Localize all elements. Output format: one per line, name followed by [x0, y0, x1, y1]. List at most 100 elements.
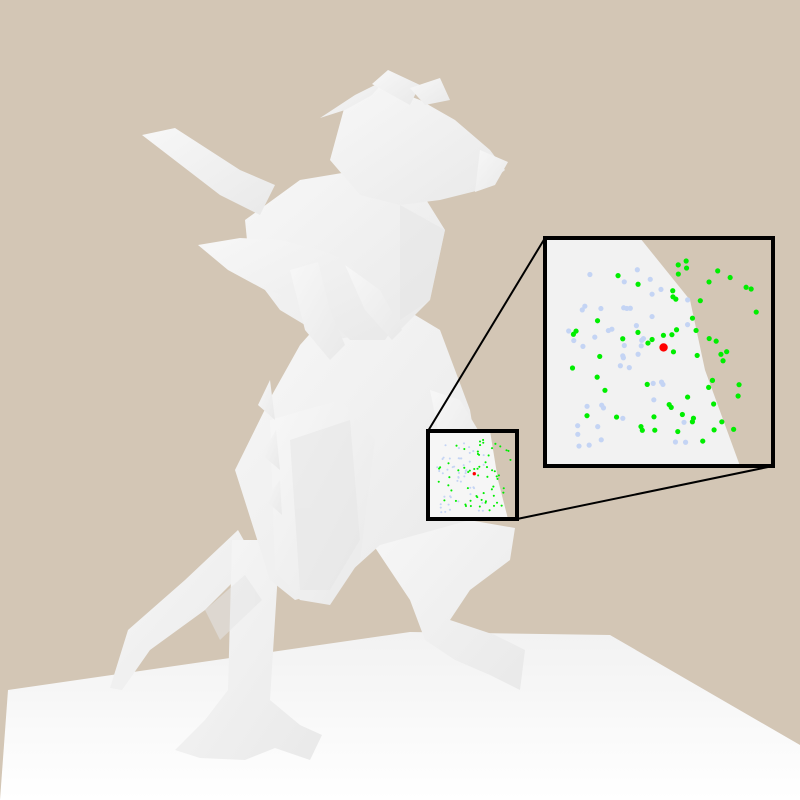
accepted-sample-point — [748, 286, 754, 292]
rejected-sample-point — [444, 510, 447, 513]
accepted-sample-point — [478, 505, 481, 508]
rejected-sample-point — [442, 456, 445, 459]
rejected-sample-point — [463, 442, 466, 445]
rejected-sample-point — [620, 415, 626, 421]
rejected-sample-point — [598, 305, 604, 312]
rejected-sample-point — [446, 468, 449, 471]
accepted-sample-point — [463, 466, 466, 469]
accepted-sample-point — [478, 440, 482, 443]
rejected-sample-point — [457, 471, 461, 474]
accepted-sample-point — [645, 340, 651, 346]
accepted-sample-point — [486, 475, 489, 478]
rejected-sample-point — [595, 424, 601, 430]
accepted-sample-point — [660, 332, 667, 338]
rejected-sample-point — [459, 480, 462, 483]
rejected-sample-point — [647, 276, 653, 282]
rejected-sample-point — [436, 466, 439, 469]
rejected-sample-point — [634, 267, 640, 273]
accepted-sample-point — [479, 444, 482, 447]
accepted-sample-point — [594, 318, 601, 324]
rejected-sample-point — [468, 460, 471, 463]
accepted-sample-point — [505, 449, 508, 452]
accepted-sample-point — [651, 414, 657, 420]
rejected-sample-point — [575, 423, 581, 429]
accepted-sample-point — [719, 419, 725, 425]
accepted-sample-point — [499, 445, 502, 448]
accepted-sample-point — [669, 332, 675, 338]
accepted-sample-point — [675, 271, 681, 277]
rejected-sample-point — [624, 305, 630, 312]
accepted-sample-point — [670, 288, 676, 294]
accepted-sample-point — [700, 438, 706, 444]
accepted-sample-point — [679, 411, 685, 418]
rejected-sample-point — [441, 472, 444, 475]
accepted-sample-point — [644, 381, 650, 387]
rejected-sample-point — [651, 397, 657, 403]
rejected-sample-point — [685, 297, 691, 303]
rejected-sample-point — [575, 431, 581, 437]
rejected-sample-point — [439, 506, 442, 509]
accepted-sample-point — [488, 509, 491, 512]
accepted-sample-point — [482, 441, 485, 444]
rejected-sample-point — [638, 343, 644, 349]
rejected-sample-point — [635, 351, 641, 357]
rejected-sample-point — [617, 363, 623, 369]
accepted-sample-point — [448, 476, 451, 479]
accepted-sample-point — [466, 487, 469, 490]
accepted-sample-point — [690, 415, 697, 421]
accepted-sample-point — [495, 501, 499, 504]
rejected-sample-point — [621, 342, 627, 349]
rejected-sample-point — [576, 443, 582, 449]
accepted-sample-point — [670, 349, 677, 355]
rejected-sample-point — [457, 500, 460, 503]
rejected-sample-point — [463, 475, 466, 478]
accepted-sample-point — [476, 467, 479, 470]
rejected-sample-point — [633, 323, 640, 329]
accepted-sample-point — [447, 484, 450, 487]
accepted-sample-point — [706, 279, 712, 285]
accepted-sample-point — [753, 309, 759, 315]
accepted-sample-point — [706, 384, 712, 391]
rejected-sample-point — [626, 365, 632, 371]
rejected-sample-point — [598, 437, 604, 443]
accepted-sample-point — [502, 491, 505, 494]
accepted-sample-point — [620, 336, 626, 342]
accepted-sample-point — [724, 349, 730, 355]
rejected-sample-point — [438, 469, 441, 473]
rejected-sample-point — [465, 469, 468, 472]
rejected-sample-point — [440, 511, 443, 514]
rejected-sample-point — [592, 334, 598, 340]
rejected-sample-point — [458, 457, 461, 460]
rejected-sample-point — [621, 279, 627, 285]
accepted-sample-point — [709, 377, 716, 383]
accepted-sample-point — [597, 353, 603, 360]
rejected-sample-point — [469, 486, 472, 489]
accepted-sample-point — [484, 500, 487, 503]
accepted-sample-point — [476, 450, 479, 453]
rejected-sample-point — [439, 503, 442, 506]
accepted-sample-point — [683, 258, 689, 264]
accepted-sample-point — [464, 505, 468, 508]
accepted-sample-point — [492, 504, 496, 507]
rejected-sample-point — [672, 439, 679, 445]
accepted-sample-point — [713, 338, 719, 344]
accepted-sample-point — [478, 453, 481, 456]
accepted-sample-point — [492, 485, 495, 488]
accepted-sample-point — [492, 494, 495, 497]
rejected-sample-point — [482, 463, 485, 466]
rejected-sample-point — [448, 457, 451, 460]
accepted-sample-point — [711, 427, 717, 433]
accepted-sample-point — [727, 274, 733, 281]
accepted-sample-point — [697, 298, 703, 304]
highlight-point-icon — [659, 343, 668, 352]
accepted-sample-point — [570, 331, 577, 337]
accepted-sample-point — [480, 498, 483, 501]
rejected-sample-point — [447, 503, 450, 506]
rejected-sample-point — [580, 343, 586, 349]
accepted-sample-point — [490, 447, 494, 450]
rejected-sample-point — [579, 307, 585, 313]
accepted-sample-point — [482, 492, 485, 495]
accepted-sample-point — [673, 296, 679, 302]
accepted-sample-point — [509, 458, 512, 461]
